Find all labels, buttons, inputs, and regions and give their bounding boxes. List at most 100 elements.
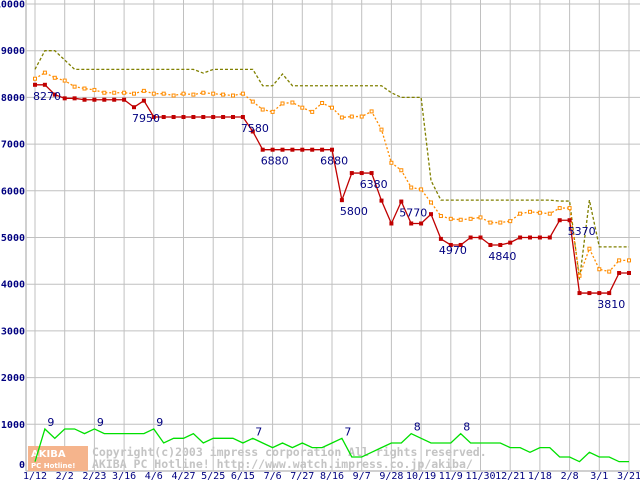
point-average: [379, 127, 384, 132]
point-average: [33, 76, 37, 81]
watermark: AKIBA PC Hotline! Copyright(c)2003 impre…: [28, 445, 487, 471]
x-tick-label: 3/1: [590, 471, 608, 480]
x-tick-label: 7/6: [264, 471, 282, 480]
point-average: [339, 115, 344, 120]
point-min: [191, 115, 196, 120]
point-average: [607, 269, 612, 274]
x-tick-label: 3/21: [617, 471, 640, 480]
point-average: [221, 92, 226, 97]
point-min: [72, 96, 77, 101]
count-label: 8: [414, 421, 421, 434]
site-url-text: AKIBA PC Hotline! http://www.watch.impre…: [92, 457, 473, 471]
y-tick-label: 7000: [1, 140, 25, 151]
point-average: [448, 216, 453, 221]
point-average: [62, 78, 67, 83]
point-min: [617, 270, 622, 275]
x-tick-label: 1/12: [23, 471, 47, 480]
x-tick-label: 10/19: [406, 471, 436, 480]
x-tick-label: 11/9: [439, 471, 463, 480]
point-min: [359, 171, 364, 176]
point-average: [102, 90, 107, 95]
point-min: [607, 291, 612, 296]
point-min: [419, 221, 424, 226]
point-min: [181, 115, 186, 120]
point-min: [33, 82, 37, 87]
point-min: [240, 115, 245, 120]
point-min: [270, 147, 275, 152]
point-average: [557, 206, 562, 211]
point-average: [82, 86, 87, 91]
x-tick-label: 1/18: [528, 471, 552, 480]
point-average: [310, 109, 315, 114]
x-tick-label: 9/7: [353, 471, 371, 480]
y-tick-label: 8000: [1, 93, 25, 104]
y-tick-label: 9000: [1, 46, 25, 57]
price-label: 5370: [568, 225, 596, 238]
point-average: [231, 93, 235, 98]
point-min: [300, 147, 305, 152]
y-tick-label: 4000: [1, 280, 25, 291]
point-average: [240, 91, 245, 96]
point-min: [92, 97, 97, 102]
point-average: [389, 160, 394, 165]
point-min: [508, 240, 513, 245]
point-average: [577, 273, 582, 278]
point-average: [270, 109, 275, 114]
y-tick-label: 2000: [1, 373, 25, 384]
point-average: [429, 200, 433, 205]
point-min: [250, 129, 255, 134]
point-min: [132, 105, 136, 110]
point-average: [141, 88, 146, 93]
point-average: [181, 91, 186, 96]
point-average: [260, 107, 265, 112]
series-layer: [33, 50, 631, 463]
point-average: [42, 70, 47, 75]
point-min: [448, 242, 453, 247]
point-average: [300, 105, 305, 110]
point-min: [379, 198, 384, 203]
price-label: 5770: [399, 207, 427, 220]
labels-layer: 8270 7950 7580 6880 6880 5800 6380 5770 4970 4840…: [33, 90, 625, 439]
point-min: [557, 218, 562, 223]
point-average: [587, 246, 592, 251]
point-min: [330, 147, 334, 152]
logo-bottom-text: PC Hotline!: [31, 462, 75, 470]
point-min: [82, 97, 87, 102]
point-min: [310, 147, 315, 152]
point-average: [597, 267, 602, 272]
point-min: [498, 242, 503, 247]
x-tick-label: 4/27: [171, 471, 195, 480]
price-label: 6880: [261, 155, 289, 168]
point-average: [161, 91, 166, 96]
point-min: [627, 270, 631, 275]
price-label: 6880: [320, 155, 348, 168]
point-average: [359, 114, 364, 119]
point-average: [508, 219, 513, 224]
point-min: [161, 115, 166, 120]
count-label: 7: [344, 425, 351, 438]
x-tick-label: 2/23: [82, 471, 106, 480]
point-average: [547, 211, 552, 216]
point-min: [577, 291, 582, 296]
point-min: [52, 92, 57, 97]
y-tick-label: 0: [19, 460, 25, 471]
point-min: [429, 212, 433, 217]
point-average: [52, 75, 57, 80]
price-label: 4840: [488, 250, 516, 263]
point-average: [438, 214, 443, 219]
point-average: [122, 90, 127, 95]
point-average: [419, 187, 424, 192]
point-average: [112, 90, 117, 95]
point-min: [458, 242, 463, 247]
point-average: [250, 99, 255, 104]
point-min: [42, 82, 47, 87]
point-average: [171, 93, 176, 98]
x-tick-label: 4/6: [145, 471, 163, 480]
point-min: [201, 115, 206, 120]
point-average: [478, 215, 483, 220]
point-min: [171, 115, 176, 120]
point-min: [349, 171, 354, 176]
point-min: [468, 235, 473, 240]
